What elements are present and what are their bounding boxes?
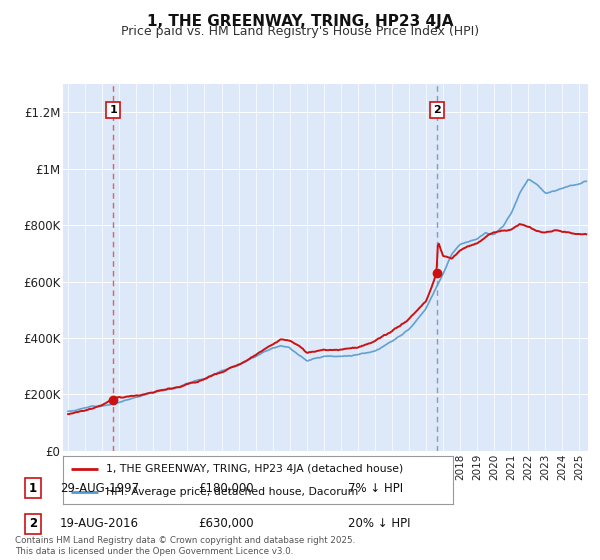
Text: 20% ↓ HPI: 20% ↓ HPI [348,517,410,530]
Text: 2: 2 [29,517,37,530]
Text: 1, THE GREENWAY, TRING, HP23 4JA: 1, THE GREENWAY, TRING, HP23 4JA [147,14,453,29]
Text: Contains HM Land Registry data © Crown copyright and database right 2025.
This d: Contains HM Land Registry data © Crown c… [15,536,355,556]
Text: 7% ↓ HPI: 7% ↓ HPI [348,482,403,495]
Text: 1: 1 [109,105,117,115]
Text: £180,000: £180,000 [198,482,254,495]
Text: Price paid vs. HM Land Registry's House Price Index (HPI): Price paid vs. HM Land Registry's House … [121,25,479,38]
Text: 29-AUG-1997: 29-AUG-1997 [60,482,139,495]
Text: 19-AUG-2016: 19-AUG-2016 [60,517,139,530]
Text: £630,000: £630,000 [198,517,254,530]
Text: 1: 1 [29,482,37,495]
Text: HPI: Average price, detached house, Dacorum: HPI: Average price, detached house, Daco… [106,487,358,497]
Text: 2: 2 [433,105,440,115]
Text: 1, THE GREENWAY, TRING, HP23 4JA (detached house): 1, THE GREENWAY, TRING, HP23 4JA (detach… [106,464,403,474]
